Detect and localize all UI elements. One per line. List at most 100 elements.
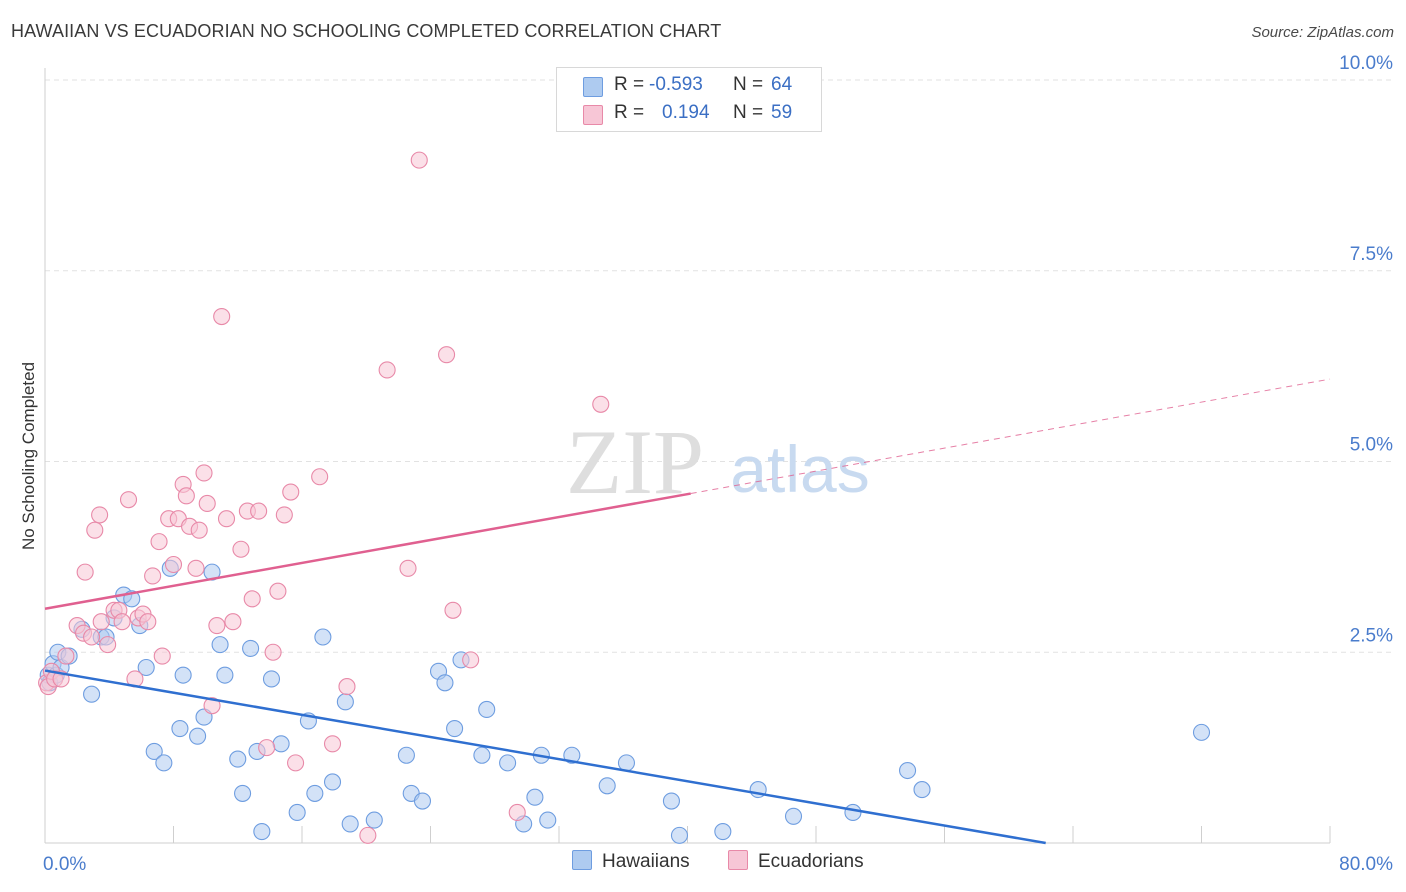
r-value: 0.194 [662, 102, 710, 123]
hawaiians-point [670, 826, 689, 844]
y-tick-label: 10.0% [1339, 53, 1393, 74]
correlation-legend: R = -0.593 N = 64 R = 0.194 N = 59 [556, 67, 822, 132]
ecuadorians-point [150, 533, 168, 551]
ecuadorians-point [187, 559, 205, 577]
hawaiians-point [598, 777, 616, 795]
source-label: Source: ZipAtlas.com [1251, 24, 1394, 41]
n-label: N = [733, 102, 764, 123]
hawaiians-point [211, 636, 229, 654]
ecuadorians-point [177, 487, 195, 505]
y-axis-label: No Schooling Completed [19, 362, 38, 550]
ecuadorians-point [264, 643, 282, 661]
hawaiians-point [1192, 723, 1211, 741]
r-label: R = [614, 74, 645, 95]
hawaiians-point [365, 811, 383, 829]
hawaiians-point [145, 742, 163, 760]
hawaiians-point [714, 823, 732, 841]
y-tick-label: 2.5% [1350, 625, 1393, 646]
ecuadorians-point [410, 151, 428, 169]
ecuadorians-point [462, 651, 480, 669]
watermark-atlas: atlas [730, 432, 869, 506]
r-label: R = [614, 102, 645, 123]
hawaiians-point [473, 746, 491, 764]
ecuadorians-point [76, 563, 94, 581]
hawaiians-swatch [583, 77, 603, 97]
ecuadorians-point [338, 678, 356, 696]
ecuadorians-point [144, 567, 162, 585]
chart-title: HAWAIIAN VS ECUADORIAN NO SCHOOLING COMP… [11, 21, 722, 41]
ecuadorians-point [250, 502, 268, 520]
ecuadorians-point [213, 307, 231, 326]
axes [44, 68, 1331, 844]
x-tick-label: 80.0% [1339, 854, 1393, 875]
hawaiians-point [288, 803, 306, 822]
ecuadorians-point [282, 483, 300, 501]
ecuadorians-point [287, 754, 305, 772]
ecuadorians-point [269, 582, 287, 600]
hawaiians-point [216, 666, 234, 684]
data-points [38, 151, 1211, 844]
hawaiians-point [844, 803, 862, 822]
hawaiians-point [174, 666, 192, 684]
hawaiians-point [539, 811, 557, 829]
gridlines [45, 79, 1395, 653]
ecuadorians-point [323, 735, 342, 753]
ecuadorians-point [153, 647, 171, 665]
ecuadorians-point [119, 491, 138, 509]
hawaiians-point [662, 792, 680, 810]
ecuadorians-point [83, 628, 101, 646]
hawaiians-point [137, 658, 155, 677]
ecuadorians-trend-line [44, 492, 691, 610]
ecuadorians-point [217, 510, 236, 528]
n-label: N = [733, 74, 764, 95]
hawaiians-point [784, 807, 803, 825]
hawaiians-point [323, 773, 342, 791]
r-value: -0.593 [649, 74, 703, 95]
y-tick-label: 5.0% [1350, 435, 1393, 456]
ecuadorians-point [198, 494, 216, 513]
hawaiians-point [272, 735, 290, 753]
ecuadorians-point [258, 739, 276, 757]
hawaiians-point [436, 674, 454, 692]
hawaiians-point [314, 628, 332, 646]
ecuadorians-point [113, 613, 131, 631]
ecuadorians-point [208, 616, 226, 635]
ecuadorians-point [378, 361, 396, 379]
trend-lines [44, 378, 1331, 845]
ecuadorians-point [508, 803, 526, 822]
ecuadorians-point [444, 601, 462, 619]
watermark-zip: ZIP [566, 411, 704, 513]
ecuadorians-point [311, 468, 329, 486]
ecuadorians-point [232, 540, 250, 558]
axis-labels: 2.5% 5.0% 7.5% 10.0% 0.0% 80.0% No Schooling C… [19, 53, 1393, 875]
hawaiians-point [617, 754, 636, 772]
hawaiians-point [397, 746, 415, 764]
ecuadorians-point [91, 506, 109, 524]
y-tick-label: 7.5% [1350, 244, 1393, 265]
hawaiians-point [563, 746, 581, 764]
ecuadorians-legend-swatch [728, 850, 748, 870]
hawaiians-point [478, 700, 496, 719]
legend-item-hawaiians[interactable]: Hawaiians [572, 850, 690, 873]
ecuadorians-point [195, 464, 213, 482]
ecuadorians-swatch [583, 105, 603, 125]
ecuadorians-point [86, 521, 104, 539]
hawaiians-point [499, 754, 517, 772]
legend-label: Ecuadorians [758, 851, 864, 872]
ecuadorians-point [139, 613, 157, 631]
ecuadorians-point [190, 521, 208, 539]
hawaiians-point [229, 750, 247, 768]
hawaiians-point [253, 823, 271, 841]
hawaiians-trend-line [44, 669, 1046, 845]
hawaiians-point [899, 761, 917, 780]
n-value: 64 [771, 74, 793, 95]
hawaiians-point [83, 685, 101, 703]
hawaiians-point [306, 784, 324, 802]
ecuadorians-trend-extension [690, 378, 1331, 495]
legend-label: Hawaiians [602, 851, 690, 872]
hawaiians-point [413, 792, 432, 810]
ecuadorians-point [203, 697, 221, 715]
legend-item-ecuadorians[interactable]: Ecuadorians [728, 850, 864, 873]
hawaiians-point [242, 639, 260, 657]
